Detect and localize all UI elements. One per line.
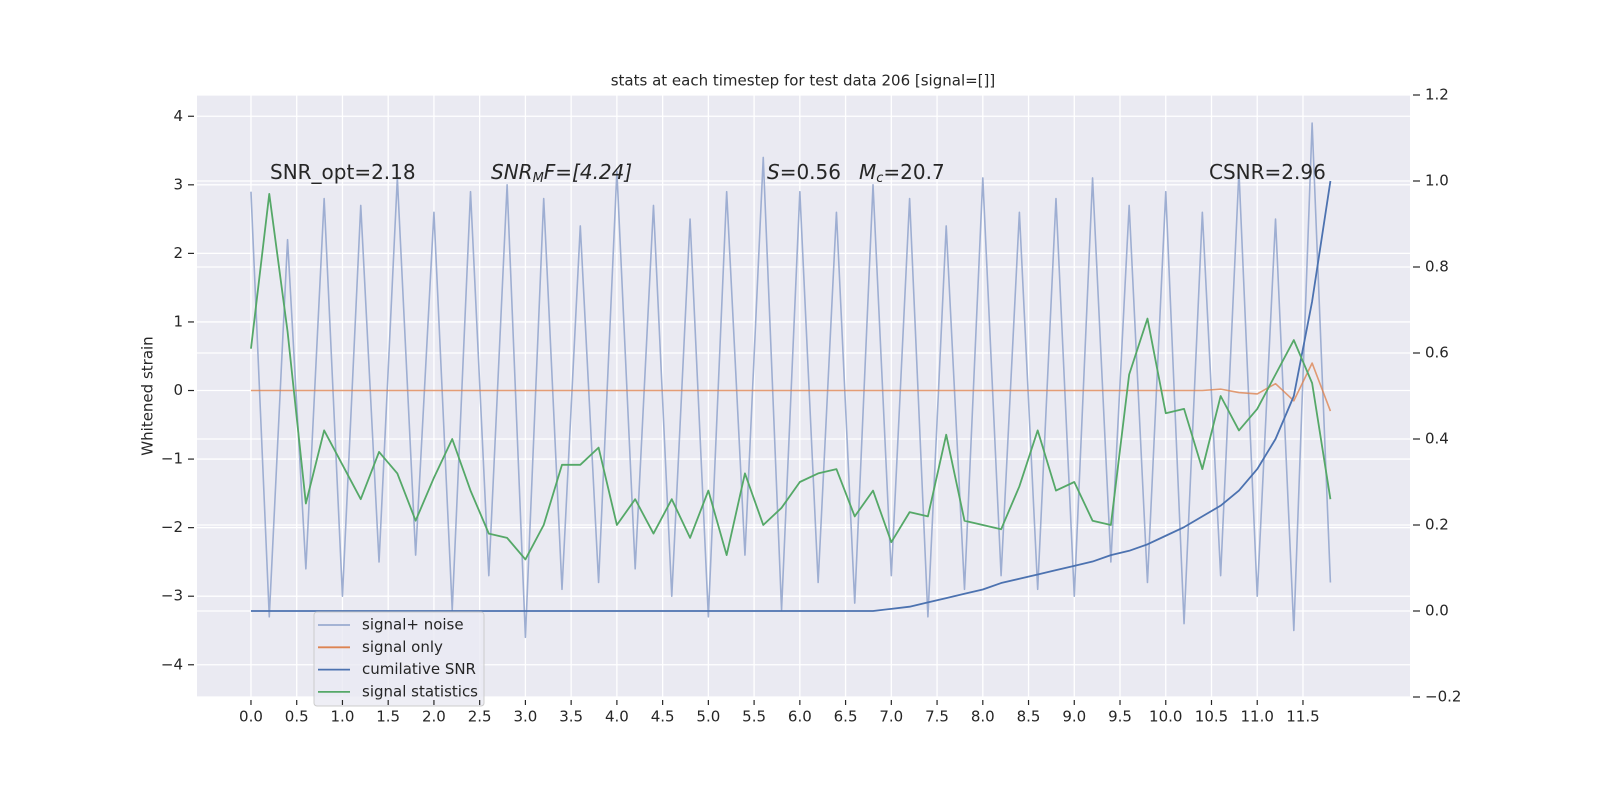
chart-title: stats at each timestep for test data 206… (611, 72, 996, 90)
x-tick-label: 0.5 (285, 708, 309, 726)
y2-tick-label: 1.2 (1425, 86, 1449, 104)
legend-label: signal only (362, 638, 443, 656)
annotation: S=0.56 (767, 160, 841, 184)
plot (250, 122, 1332, 639)
y2-tick-label: 0.8 (1425, 258, 1449, 276)
x-tick-label: 6.5 (834, 708, 858, 726)
legend-label: signal statistics (362, 682, 478, 700)
legend-box (313, 611, 485, 707)
x-tick-label: 11.0 (1241, 708, 1274, 726)
legend: signal+ noise signal only cumilative SNR si… (313, 611, 485, 707)
series-line (250, 193, 1332, 561)
x-tick-label: 1.0 (331, 708, 355, 726)
y-axis-label: Whitened strain (139, 336, 157, 455)
x-tick-label: 6.0 (788, 708, 812, 726)
x-tick-label: 5.5 (742, 708, 766, 726)
annotation: CSNR=2.96 (1209, 160, 1326, 184)
series-line (250, 362, 1332, 412)
y2-tick-label: 0.2 (1425, 516, 1449, 534)
annotation-part: =0.56 (780, 160, 841, 184)
annotation-part: M (859, 160, 876, 184)
x-tick-label: 0.0 (239, 708, 263, 726)
annotation: SNR_opt=2.18 (270, 160, 416, 184)
x-tick-label: 8.5 (1017, 708, 1041, 726)
legend-label: signal+ noise (362, 616, 464, 634)
x-tick-label: 2.5 (468, 708, 492, 726)
annotations: SNR_opt=2.18 SNRMF=[4.24] S=0.56 Mc=20.7 CSN… (270, 160, 1326, 186)
x-tick-label: 10.0 (1149, 708, 1182, 726)
x-tick-label: 3.5 (559, 708, 583, 726)
y-tick-label: 4 (173, 107, 183, 125)
annotation-part: M (533, 171, 544, 186)
y-tick-label: −3 (161, 587, 183, 605)
annotation-part: =20.7 (883, 160, 944, 184)
x-tick-label: 11.5 (1286, 708, 1319, 726)
y-tick-label: −1 (161, 450, 183, 468)
y2-tick-label: 0.6 (1425, 344, 1449, 362)
x-tick-label: 9.0 (1062, 708, 1086, 726)
y2-tick-label: 1.0 (1425, 172, 1449, 190)
x-tick-label: 10.5 (1195, 708, 1228, 726)
annotation: Mc=20.7 (859, 160, 945, 186)
annotation-part: CSNR=2.96 (1209, 160, 1326, 184)
y-tick-label: −2 (161, 518, 183, 536)
y-tick-label: 3 (173, 175, 183, 193)
y2-tick-label: 0.4 (1425, 430, 1449, 448)
y-tick-label: −4 (161, 655, 183, 673)
series-line (250, 122, 1332, 639)
x-tick-label: 1.5 (376, 708, 400, 726)
y-tick-label: 0 (173, 381, 183, 399)
y-tick-label: 2 (173, 244, 183, 262)
annotation-part: S (767, 160, 780, 184)
series-line (250, 180, 1332, 612)
annotation-part: c (876, 171, 883, 186)
x-tick-label: 8.0 (971, 708, 995, 726)
x-tick-label: 4.5 (651, 708, 675, 726)
x-tick-label: 9.5 (1108, 708, 1132, 726)
x-tick-label: 7.0 (879, 708, 903, 726)
x-tick-label: 3.0 (513, 708, 537, 726)
annotation-part: SNR (491, 160, 533, 184)
x-tick-label: 5.0 (696, 708, 720, 726)
legend-label: cumilative SNR (362, 660, 476, 678)
y2-tick-label: 0.0 (1425, 602, 1449, 620)
x-tick-label: 2.0 (422, 708, 446, 726)
annotation-part: F=[4.24] (544, 160, 632, 184)
axes: 0.0 0.5 1.0 1.5 2.0 2.5 3.0 3.5 4.0 4.5 5.0 5.5 6.0 6… (161, 86, 1462, 726)
annotation: SNRMF=[4.24] (491, 160, 632, 186)
x-tick-label: 4.0 (605, 708, 629, 726)
x-tick-label: 7.5 (925, 708, 949, 726)
y2-tick-label: −0.2 (1425, 688, 1461, 706)
y-tick-label: 1 (173, 312, 183, 330)
annotation-part: SNR_opt=2.18 (270, 160, 416, 184)
